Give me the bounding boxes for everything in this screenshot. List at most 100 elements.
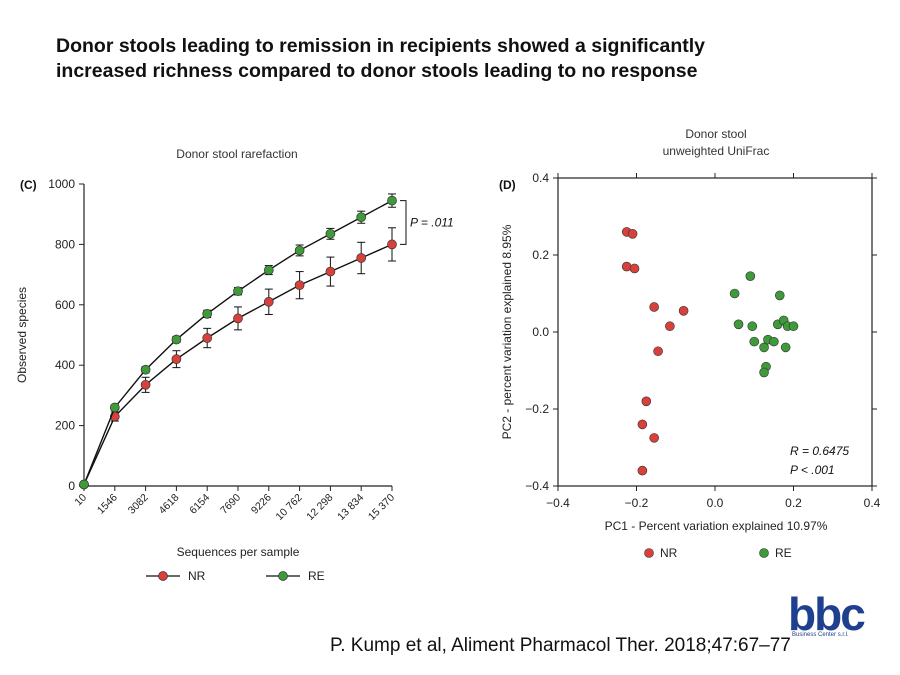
data-point-re [140,364,151,375]
data-point-nr [294,280,305,291]
x-tick-label: −0.2 [625,496,649,510]
series-line-nr [83,243,393,485]
series-line-re [83,199,393,485]
scatter-point-re [780,342,791,353]
scatter-point-re [759,367,769,378]
legend-marker-re [759,548,769,558]
x-tick-label: 0.2 [785,496,802,510]
x-tick-label: 7690 [218,492,243,517]
y-tick-label: 1000 [48,177,75,191]
data-point-re [387,195,397,206]
chart-c-title: Donor stool rarefaction [176,147,297,161]
y-tick-label: 400 [55,358,75,372]
scatter-point-re [759,342,769,353]
scatter-point-nr [641,396,652,407]
y-axis-label: Observed species [15,287,29,383]
x-tick-label: 1546 [95,492,120,517]
scatter-point-nr [621,261,632,272]
logo-wordmark: bbc [788,588,866,640]
significance-bracket [400,200,407,245]
legend-label-nr: NR [188,569,206,583]
x-tick-label: 13 834 [335,492,366,523]
logo-subtext: Business Center s.r.l. [792,632,849,638]
legend-label-nr: NR [660,546,678,560]
scatter-point-nr [649,433,659,443]
scatter-point-nr [629,263,640,274]
y-tick-label: 0.2 [532,248,549,262]
legend-marker-re [278,571,288,581]
data-point-re [263,265,274,275]
scatter-point-nr [653,346,663,357]
data-point-nr [325,266,336,277]
scatter-point-re [774,290,785,301]
panel-c-label: (C) [20,178,37,192]
company-logo: bbc Business Center s.r.l. [788,588,894,644]
scatter-point-nr [627,229,638,239]
legend-label-re: RE [308,569,325,583]
scatter-point-nr [665,321,675,332]
y-axis-label: PC2 - percent variation explained 8.95% [500,224,514,439]
p-value-annotation: P = .011 [410,216,454,230]
plot-frame [557,177,873,487]
scatter-point-re [769,336,779,347]
headline-line-2: increased richness compared to donor sto… [56,60,698,82]
x-tick-label: 0.0 [707,496,724,510]
data-point-re [356,212,367,223]
data-point-nr [202,333,213,343]
scatter-point-re [788,321,799,332]
data-point-nr [140,379,151,390]
x-tick-label: 10 [72,492,89,509]
x-tick-label: 3082 [126,492,151,517]
p-value-annotation: P < .001 [790,463,835,477]
headline-line-1: Donor stools leading to remission in rec… [56,35,706,57]
y-tick-label: −0.4 [525,479,549,493]
data-point-re [294,245,305,256]
data-point-nr [171,354,182,365]
data-point-re [325,228,336,239]
data-point-re [202,309,213,319]
citation-text: P. Kump et al, Aliment Pharmacol Ther. 2… [330,635,791,656]
y-tick-label: 0.0 [532,325,549,339]
legend-label-re: RE [775,546,792,560]
pcoa-scatter-chart: Donor stool unweighted UniFrac (D) 0.4 0.2 0.… [499,127,881,560]
x-tick-label: 9226 [249,492,274,517]
x-axis-label: Sequences per sample [177,545,300,559]
x-tick-label: 15 370 [366,492,397,523]
scatter-point-re [747,321,758,332]
x-tick-label: 0.4 [864,496,881,510]
r-statistic-annotation: R = 0.6475 [790,444,849,458]
scatter-point-re [729,288,740,299]
scatter-point-re [733,319,744,330]
data-point-re [79,479,89,490]
x-tick-label: 4618 [157,492,182,517]
y-tick-label: 600 [55,298,75,312]
x-tick-label: 6154 [187,492,212,517]
rarefaction-chart: Donor stool rarefaction (C) 0 200 400 600 800 1… [15,147,454,583]
x-tick-label: 10 762 [274,492,305,523]
y-tick-label: 0 [68,479,75,493]
scatter-point-re [745,271,756,281]
data-point-re [233,286,243,297]
legend-marker-nr [158,571,168,581]
y-tick-label: 200 [55,419,75,433]
scatter-point-nr [637,465,648,476]
slide-headline: Donor stools leading to remission in rec… [56,34,856,84]
chart-d-title-line2: unweighted UniFrac [663,144,770,158]
panel-d-label: (D) [499,178,516,192]
x-tick-label: −0.4 [546,496,570,510]
data-point-re [171,334,182,345]
chart-d-title-line1: Donor stool [685,127,746,141]
scatter-point-nr [678,306,689,316]
legend-marker-nr [644,548,654,558]
y-tick-label: −0.2 [525,402,549,416]
data-point-nr [356,253,367,263]
x-tick-label: 12 298 [304,492,335,523]
data-point-re [109,402,120,413]
y-tick-label: 800 [55,237,75,251]
data-point-nr [233,313,243,324]
scatter-point-nr [649,302,659,312]
y-tick-label: 0.4 [532,171,549,185]
scatter-point-re [749,336,760,347]
scatter-point-nr [637,419,648,430]
